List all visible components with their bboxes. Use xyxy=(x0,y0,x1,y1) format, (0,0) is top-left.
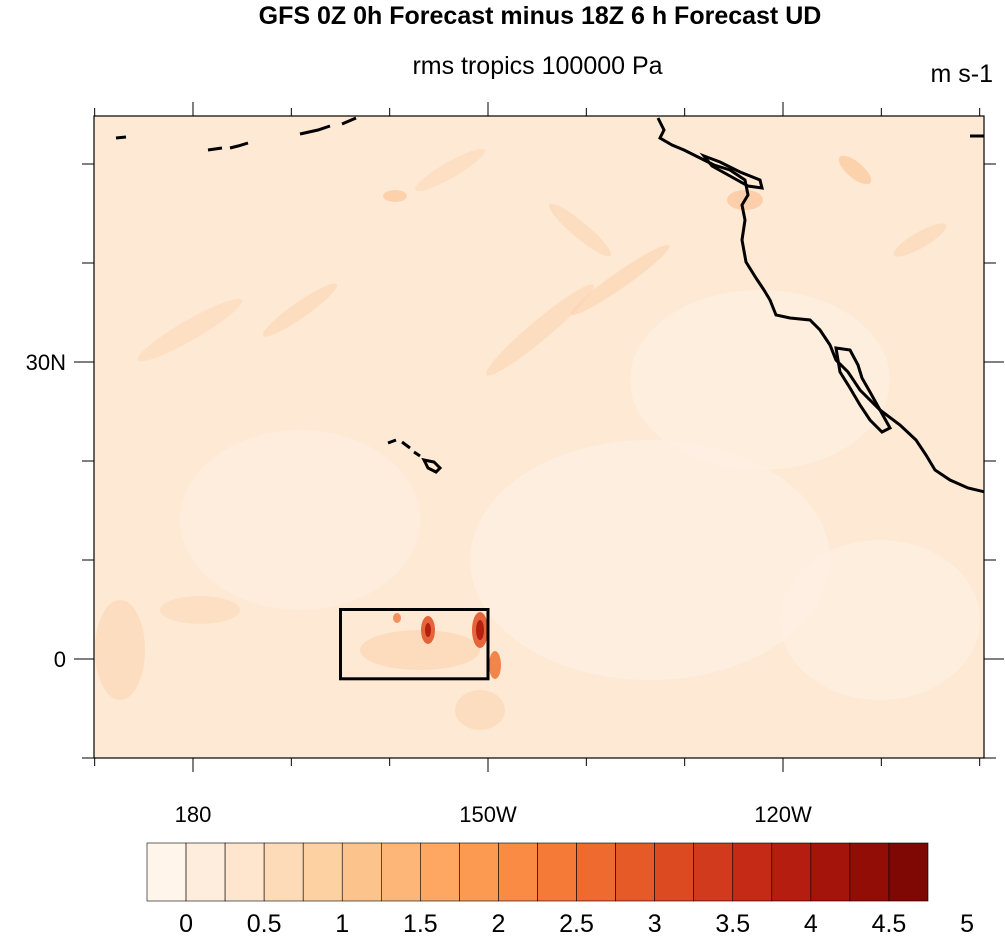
colorbar-swatch xyxy=(771,842,812,902)
colorbar-swatch xyxy=(263,842,304,902)
colorbar-swatch xyxy=(732,842,773,902)
colorbar-label: 3.5 xyxy=(715,910,750,938)
units-label: m s-1 xyxy=(930,60,994,88)
lat-tick-label: 30N xyxy=(26,350,66,375)
highlight-box xyxy=(339,608,490,681)
aleutian-island-3 xyxy=(207,146,223,152)
colorbar-label: 1 xyxy=(335,910,349,938)
colorbar-label: 0 xyxy=(179,910,193,938)
colorbar-swatch xyxy=(576,842,616,902)
colorbar-swatch xyxy=(459,842,499,902)
colorbar-swatch xyxy=(693,842,734,902)
colorbar-label: 2.5 xyxy=(559,910,594,938)
colorbar-swatch xyxy=(849,842,890,902)
lon-tick-label: 120W xyxy=(754,802,812,827)
colorbar-label: 1.5 xyxy=(403,910,438,938)
chart-subtitle: rms tropics 100000 Pa xyxy=(412,52,663,80)
colorbar-labels: 0 0.5 1 1.5 2 2.5 3 3.5 4 4.5 5 xyxy=(179,910,974,938)
hawaii-islands xyxy=(387,438,443,474)
colorbar-swatch xyxy=(224,842,265,902)
field-pattern xyxy=(95,148,980,730)
colorbar-swatch xyxy=(302,842,343,902)
colorbar-swatch xyxy=(615,842,655,902)
aleutian-island-1 xyxy=(299,124,331,136)
colorbar-swatch xyxy=(420,842,460,902)
colorbar-label: 0.5 xyxy=(247,910,282,938)
aleutian-island-2 xyxy=(341,116,357,126)
vancouver-island xyxy=(699,152,764,190)
aleutian-island-4 xyxy=(229,141,249,150)
colorbar xyxy=(146,842,929,902)
colorbar-swatch xyxy=(537,842,577,902)
colorbar-swatch xyxy=(146,842,187,902)
chart-title: GFS 0Z 0h Forecast minus 18Z 6 h Forecas… xyxy=(258,2,822,30)
colorbar-label: 5 xyxy=(960,910,974,938)
colorbar-swatch xyxy=(498,842,538,902)
colorbar-swatch xyxy=(185,842,226,902)
north-america-coast xyxy=(656,117,984,494)
colorbar-swatch xyxy=(888,842,929,902)
colorbar-swatch xyxy=(810,842,851,902)
colorbar-swatch xyxy=(341,842,382,902)
tick-labels: 180 150W 120W 30N 0 xyxy=(26,350,812,827)
lon-tick-label: 150W xyxy=(459,802,517,827)
colorbar-swatch xyxy=(654,842,695,902)
map-frame xyxy=(93,115,985,759)
colorbar-swatch xyxy=(380,842,421,902)
colorbar-label: 3 xyxy=(648,910,662,938)
tick-marks xyxy=(74,102,1004,772)
baja-california xyxy=(834,346,893,434)
aleutian-island-5 xyxy=(115,135,127,140)
lon-tick-label: 180 xyxy=(175,802,212,827)
colorbar-label: 2 xyxy=(491,910,505,938)
coastlines xyxy=(115,116,984,494)
colorbar-label: 4.5 xyxy=(872,910,907,938)
colorbar-label: 4 xyxy=(804,910,818,938)
lat-tick-label: 0 xyxy=(54,647,66,672)
